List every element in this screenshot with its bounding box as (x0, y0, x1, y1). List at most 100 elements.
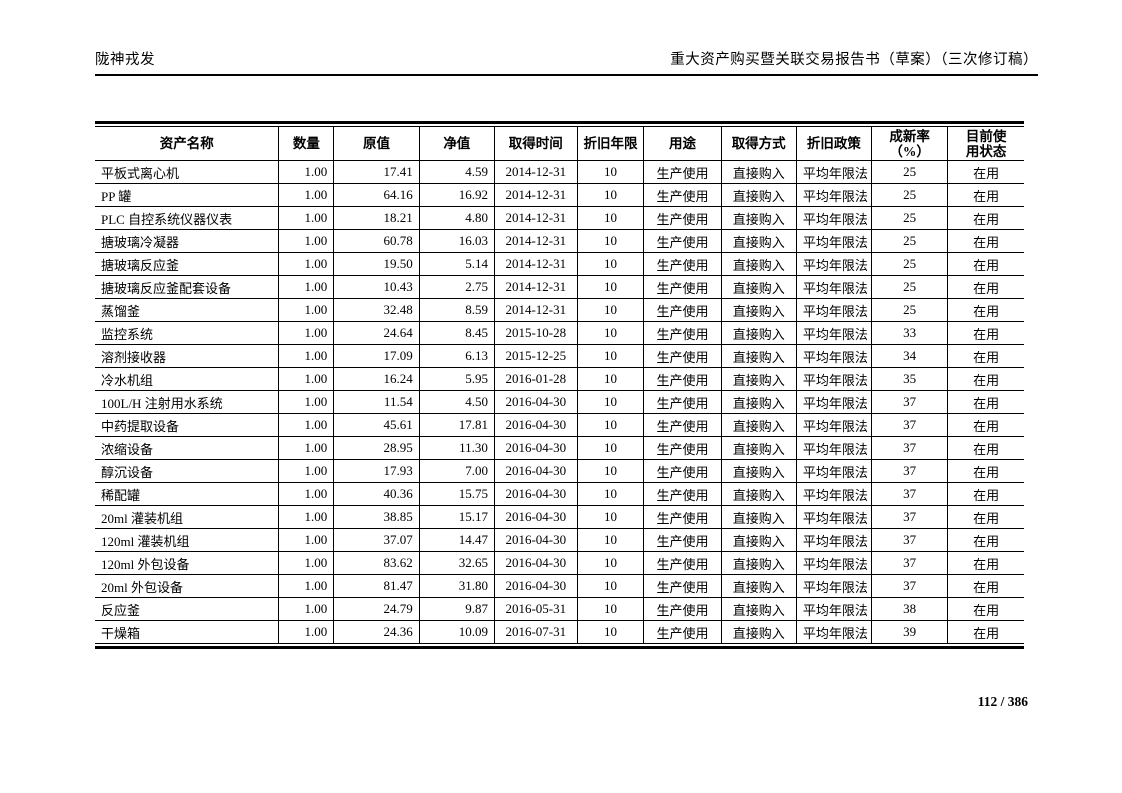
table-cell: 1.00 (278, 459, 335, 483)
table-cell: 平均年限法 (795, 482, 873, 506)
column-header-quantity: 数量 (278, 126, 335, 161)
table-cell: 生产使用 (643, 160, 722, 184)
table-cell: 1.00 (278, 252, 335, 276)
table-cell: 直接购入 (720, 482, 797, 506)
table-cell: 生产使用 (643, 206, 722, 230)
table-cell: 冷水机组 (95, 367, 280, 391)
table-cell: 直接购入 (720, 620, 797, 644)
table-cell: 34 (871, 344, 949, 368)
table-cell: 在用 (947, 206, 1024, 230)
table-cell: 1.00 (278, 620, 335, 644)
table-cell: 40.36 (333, 482, 420, 506)
table-header-row: 资产名称 数量 原值 净值 取得时间 折旧年限 用途 取得方式 折旧政策 成新率… (95, 126, 1024, 161)
table-cell: 9.87 (418, 597, 495, 621)
table-row: PLC 自控系统仪器仪表 1.00 18.21 4.80 2014-12-31 10 生产使… (95, 206, 1024, 230)
table-cell: 5.95 (418, 367, 495, 391)
table-cell: 平均年限法 (795, 551, 873, 575)
table-cell: 15.75 (418, 482, 495, 506)
table-cell: 17.93 (333, 459, 420, 483)
table-cell: 生产使用 (643, 321, 722, 345)
table-cell: 16.03 (418, 229, 495, 253)
table-cell: 直接购入 (720, 298, 797, 322)
table-cell: 37 (871, 459, 949, 483)
table-cell: 11.30 (418, 436, 495, 460)
table-cell: 平均年限法 (795, 390, 873, 414)
table-cell: 稀配罐 (95, 482, 280, 506)
table-cell: 1.00 (278, 551, 335, 575)
table-cell: 1.00 (278, 574, 335, 598)
table-cell: 2014-12-31 (493, 229, 578, 253)
table-cell: 7.00 (418, 459, 495, 483)
column-header-newness-rate: 成新率 （%） (871, 126, 949, 161)
table-cell: 2016-04-30 (493, 390, 578, 414)
table-cell: 5.14 (418, 252, 495, 276)
table-cell: 2016-04-30 (493, 551, 578, 575)
table-cell: 在用 (947, 390, 1024, 414)
table-cell: 2016-04-30 (493, 413, 578, 437)
table-cell: 搪玻璃反应釜配套设备 (95, 275, 280, 299)
column-header-depreciation-policy: 折旧政策 (795, 126, 873, 161)
table-cell: 8.59 (418, 298, 495, 322)
table-cell: 在用 (947, 275, 1024, 299)
table-cell: 37 (871, 574, 949, 598)
table-cell: 10 (576, 459, 645, 483)
table-cell: 1.00 (278, 505, 335, 529)
table-cell: 平均年限法 (795, 344, 873, 368)
table-cell: 37 (871, 390, 949, 414)
table-cell: 在用 (947, 620, 1024, 644)
table-cell: 直接购入 (720, 206, 797, 230)
table-cell: 64.16 (333, 183, 420, 207)
table-cell: 蒸馏釜 (95, 298, 280, 322)
table-row: 干燥箱 1.00 24.36 10.09 2016-07-31 10 生产使用 直接购入 平均年… (95, 620, 1024, 644)
table-cell: 在用 (947, 482, 1024, 506)
table-cell: 平均年限法 (795, 597, 873, 621)
table-cell: 平均年限法 (795, 459, 873, 483)
table-cell: 1.00 (278, 183, 335, 207)
table-cell: 生产使用 (643, 367, 722, 391)
table-cell: 2016-05-31 (493, 597, 578, 621)
table-cell: 10 (576, 551, 645, 575)
table-cell: 直接购入 (720, 436, 797, 460)
table-cell: 2016-04-30 (493, 436, 578, 460)
table-cell: 37.07 (333, 528, 420, 552)
table-cell: 2014-12-31 (493, 298, 578, 322)
table-cell: 平均年限法 (795, 620, 873, 644)
header-company-name: 陇神戎发 (95, 52, 155, 68)
table-row: 溶剂接收器 1.00 17.09 6.13 2015-12-25 10 生产使用 直接购入 平均… (95, 344, 1024, 368)
table-cell: 在用 (947, 252, 1024, 276)
table-cell: 81.47 (333, 574, 420, 598)
table-cell: 10 (576, 229, 645, 253)
table-cell: 20ml 外包设备 (95, 574, 280, 598)
table-row: 20ml 外包设备 1.00 81.47 31.80 2016-04-30 10 生产使用直… (95, 574, 1024, 598)
table-row: 中药提取设备 1.00 45.61 17.81 2016-04-30 10 生产使用 直接购入… (95, 413, 1024, 437)
table-cell: 10.43 (333, 275, 420, 299)
table-cell: 生产使用 (643, 459, 722, 483)
table-cell: 10 (576, 505, 645, 529)
table-cell: 10 (576, 620, 645, 644)
table-row: 醇沉设备 1.00 17.93 7.00 2016-04-30 10 生产使用 直接购入 平均年… (95, 459, 1024, 483)
table-cell: 直接购入 (720, 413, 797, 437)
table-cell: 直接购入 (720, 183, 797, 207)
table-cell: 生产使用 (643, 390, 722, 414)
table-cell: 平板式离心机 (95, 160, 280, 184)
table-cell: 生产使用 (643, 275, 722, 299)
table-cell: 10 (576, 482, 645, 506)
table-cell: 10 (576, 252, 645, 276)
table-cell: 生产使用 (643, 620, 722, 644)
column-header-acquisition-method: 取得方式 (720, 126, 797, 161)
table-cell: 25 (871, 252, 949, 276)
table-row: 监控系统 1.00 24.64 8.45 2015-10-28 10 生产使用 直接购入 平均年… (95, 321, 1024, 345)
table-cell: 平均年限法 (795, 574, 873, 598)
table-cell: 生产使用 (643, 597, 722, 621)
table-cell: 19.50 (333, 252, 420, 276)
table-cell: 25 (871, 229, 949, 253)
table-cell: 20ml 灌装机组 (95, 505, 280, 529)
table-cell: 醇沉设备 (95, 459, 280, 483)
column-header-acquisition-date: 取得时间 (493, 126, 578, 161)
table-cell: 11.54 (333, 390, 420, 414)
table-cell: 2016-04-30 (493, 528, 578, 552)
column-header-depreciation-years: 折旧年限 (576, 126, 645, 161)
table-cell: 生产使用 (643, 413, 722, 437)
table-cell: 37 (871, 505, 949, 529)
table-cell: 直接购入 (720, 275, 797, 299)
